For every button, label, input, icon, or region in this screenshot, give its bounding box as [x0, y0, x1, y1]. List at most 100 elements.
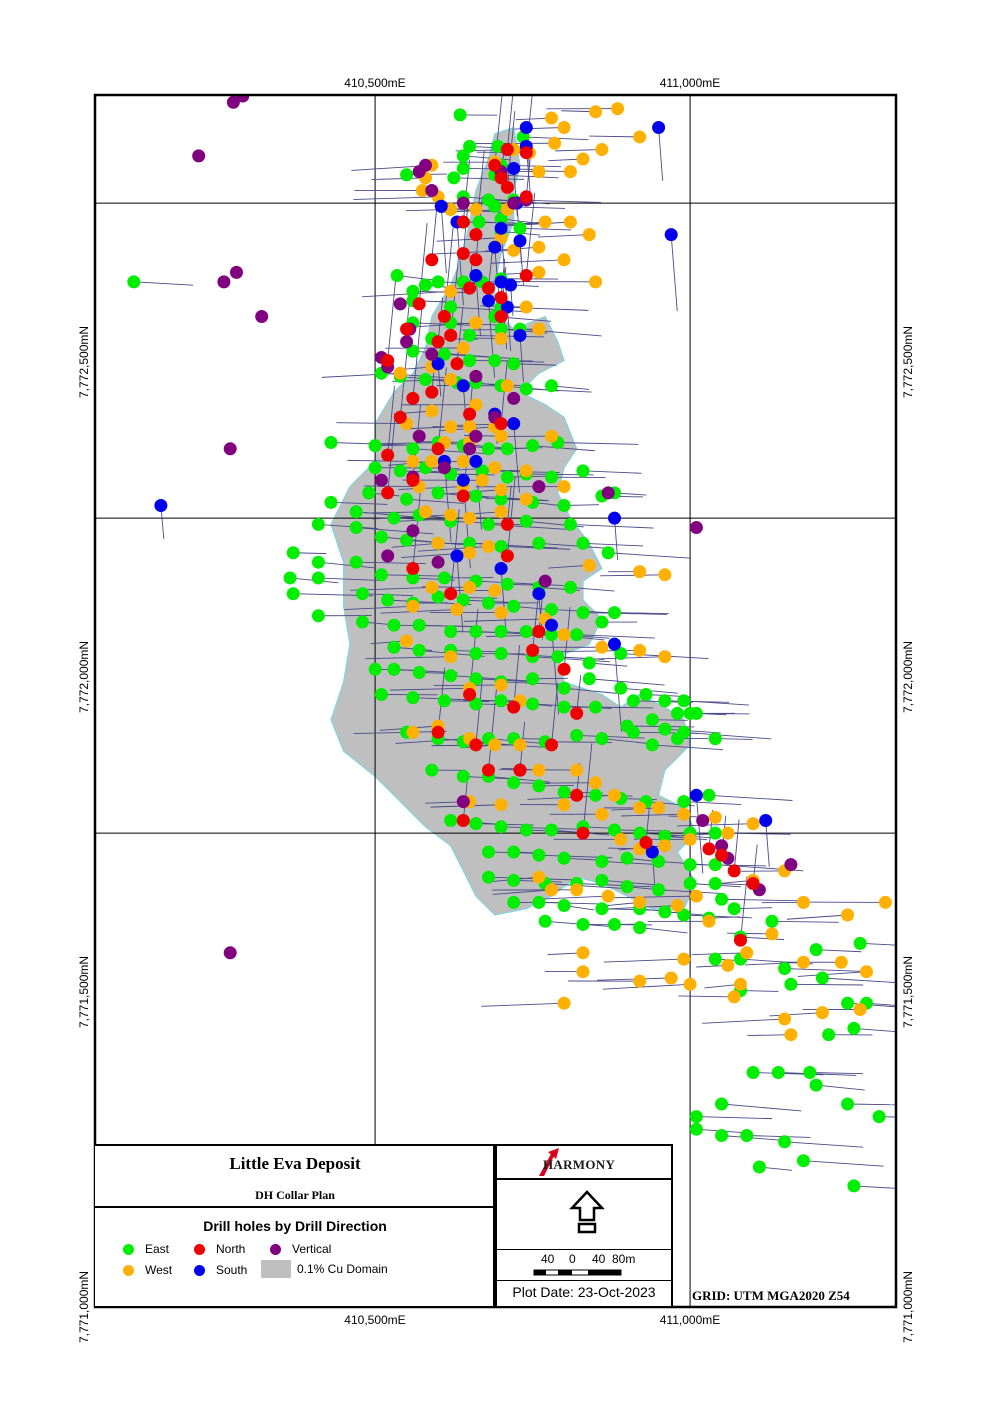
collar-west [463, 546, 477, 560]
collar-east [708, 877, 722, 890]
map-frame [93, 93, 898, 1309]
collar-south [544, 618, 558, 632]
collar-east [444, 625, 458, 638]
collar-east [311, 571, 325, 585]
northing-left-4: 7,771,000mN [77, 1271, 91, 1343]
collar-south [481, 294, 495, 308]
collar-east [400, 492, 414, 506]
collar-east [481, 442, 495, 456]
collar-vertical [217, 275, 231, 289]
collar-west [513, 738, 527, 752]
collar-east [563, 517, 577, 531]
trace-west [747, 1034, 791, 1037]
collar-west [733, 977, 747, 991]
collar-vertical [469, 369, 483, 383]
collar-east [507, 776, 521, 790]
collar-south [507, 161, 521, 175]
legend-label: Vertical [292, 1242, 332, 1256]
collar-east [702, 788, 716, 802]
collar-east [689, 1122, 703, 1136]
collar-east [557, 700, 571, 714]
collar-east [444, 814, 458, 827]
trace-east [557, 442, 639, 445]
collar-east [658, 905, 672, 919]
collar-north [456, 814, 470, 827]
collar-east [513, 221, 527, 235]
collar-east [639, 688, 653, 701]
collar-east [614, 647, 628, 661]
trace-east [778, 1072, 857, 1076]
collar-vertical [431, 555, 445, 569]
trace-west [365, 656, 451, 660]
title-divider [95, 1206, 495, 1208]
trace-east [318, 577, 385, 582]
trace-north [387, 385, 395, 456]
collar-north [444, 587, 458, 601]
collar-west [664, 971, 678, 985]
collar-east [519, 382, 533, 396]
collar-east [127, 275, 141, 289]
collar-east [620, 880, 634, 894]
collar-west [444, 373, 458, 386]
collar-west [494, 429, 508, 443]
collar-west [563, 165, 577, 179]
collar-east [740, 1129, 754, 1142]
collar-vertical [456, 196, 470, 210]
collar-west [589, 105, 603, 119]
easting-bottom-1: 410,500mE [344, 1313, 405, 1327]
collar-south [607, 511, 621, 525]
collar-east [570, 728, 584, 742]
collar-west [853, 1003, 867, 1016]
collar-east [469, 489, 483, 503]
northing-left-2: 7,772,000mN [77, 641, 91, 713]
collar-east [406, 571, 420, 585]
collar-east [689, 706, 703, 720]
collar-west [494, 505, 508, 519]
collar-east [400, 533, 414, 547]
collar-east [526, 672, 540, 686]
collar-west [475, 473, 489, 487]
trace-east [721, 1103, 802, 1112]
trace-east [582, 542, 644, 547]
collar-north [494, 171, 508, 185]
collar-east [463, 536, 477, 550]
collar-east [532, 779, 546, 793]
collar-west [670, 899, 684, 913]
trace-north [525, 192, 536, 276]
collar-east [456, 161, 470, 175]
collar-east [551, 650, 565, 664]
northing-right-1: 7,772,500mN [901, 326, 915, 398]
collar-west [595, 143, 609, 157]
collar-east [544, 823, 558, 837]
collar-east [418, 278, 432, 292]
collar-east [507, 895, 521, 909]
legend-item-vertical: Vertical [270, 1242, 331, 1256]
collar-south [689, 788, 703, 802]
collar-east [526, 439, 540, 453]
collar-east [595, 732, 609, 746]
trace-south [614, 518, 619, 561]
collar-east [815, 971, 829, 985]
collar-west [406, 725, 420, 739]
collar-east [349, 555, 363, 569]
collar-east [463, 354, 477, 368]
collar-east [576, 917, 590, 931]
northing-right-3: 7,771,500mN [901, 956, 915, 1028]
trace-east [683, 914, 752, 919]
collar-west [519, 300, 533, 314]
collar-vertical [226, 96, 240, 109]
collar-east [796, 1154, 810, 1168]
trace-east [771, 920, 839, 923]
collar-west [557, 628, 571, 642]
collar-west [494, 798, 508, 812]
collar-west [784, 1028, 798, 1042]
collar-north [406, 391, 420, 405]
collar-east [500, 577, 514, 591]
trace-east [570, 523, 654, 529]
collar-south [488, 240, 502, 254]
collar-north [393, 410, 407, 424]
trace-south [513, 423, 520, 493]
collar-west [683, 977, 697, 991]
collar-west [689, 889, 703, 903]
collar-west [595, 807, 609, 821]
